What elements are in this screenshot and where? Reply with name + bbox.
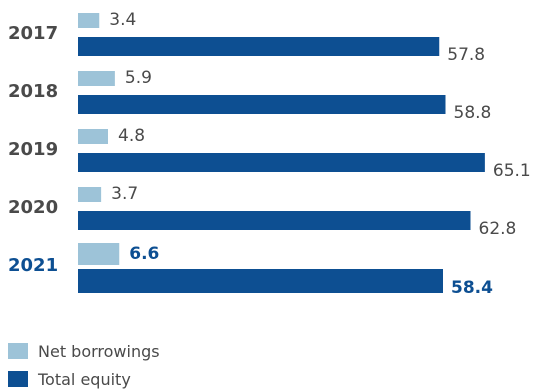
value-label-net-borrowings-2019: 4.8 [118,126,145,146]
bar-net-borrowings-2017 [78,13,100,28]
bar-net-borrowings-2018 [78,71,115,86]
category-label-2017: 2017 [8,23,58,44]
bar-total-equity-2020 [78,211,471,230]
legend: Net borrowings Total equity [8,342,160,389]
value-label-total-equity-2017: 57.8 [447,45,485,65]
legend-swatch-total-equity [8,371,28,387]
legend-label-net-borrowings: Net borrowings [38,342,160,361]
bar-net-borrowings-2021 [78,243,120,265]
labels-layer: 2017 3.4 57.8 2018 5.9 58.8 2019 4.8 65.1 2020 3.7… [8,10,531,298]
value-label-total-equity-2019: 65.1 [493,161,531,181]
value-label-net-borrowings-2020: 3.7 [111,184,138,204]
bar-total-equity-2019 [78,153,485,172]
category-label-2020: 2020 [8,197,58,218]
legend-label-total-equity: Total equity [37,370,131,389]
value-label-net-borrowings-2018: 5.9 [125,68,152,88]
value-label-total-equity-2020: 62.8 [479,219,517,239]
bar-net-borrowings-2019 [78,129,108,144]
value-label-total-equity-2021: 58.4 [451,278,493,298]
bar-net-borrowings-2020 [78,187,102,202]
value-label-total-equity-2018: 58.8 [454,103,492,123]
value-label-net-borrowings-2017: 3.4 [109,10,136,30]
bar-total-equity-2017 [78,37,440,56]
bars-layer [78,13,485,293]
category-label-2019: 2019 [8,139,58,160]
legend-swatch-net-borrowings [8,343,28,359]
category-label-2021: 2021 [8,255,58,276]
bar-total-equity-2021 [78,269,443,293]
value-label-net-borrowings-2021: 6.6 [129,244,159,264]
bar-total-equity-2018 [78,95,446,114]
category-label-2018: 2018 [8,81,58,102]
